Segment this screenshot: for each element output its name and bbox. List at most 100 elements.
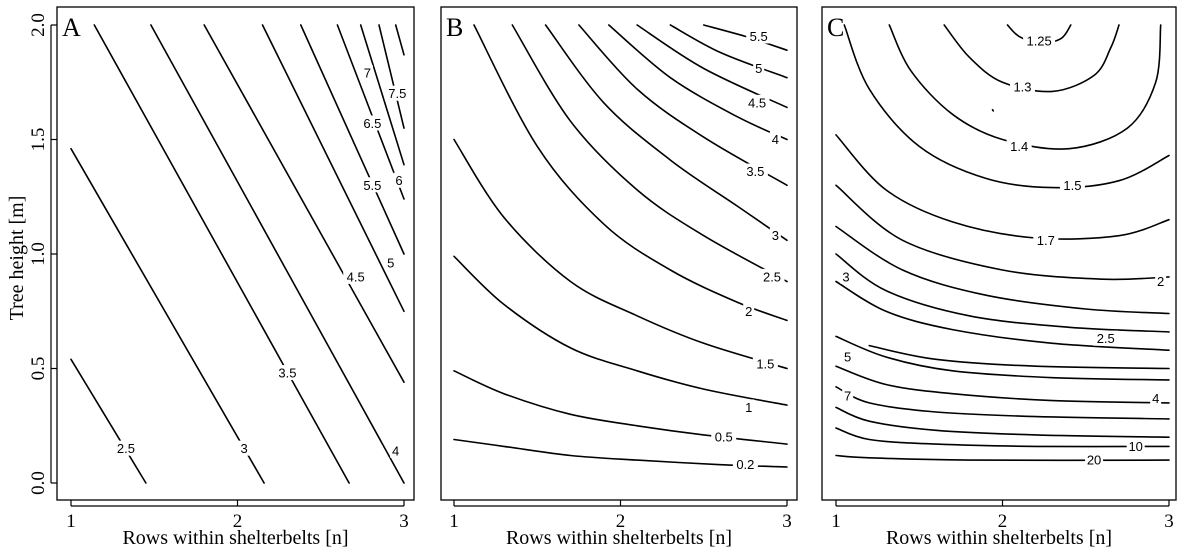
contour-line-7-5 bbox=[394, 24, 405, 56]
contour-label-text: 5 bbox=[844, 350, 851, 365]
contour-label: 1 bbox=[743, 399, 755, 415]
contour-label-text: 6.5 bbox=[363, 116, 381, 131]
y-tick-label: 0.5 bbox=[28, 357, 49, 381]
contour-line-20 bbox=[835, 454, 1170, 462]
contour-label-text: 3.5 bbox=[746, 164, 764, 179]
contour-label: 7 bbox=[842, 387, 854, 403]
contour-label: 6 bbox=[393, 172, 405, 188]
contour-label-text: 0.5 bbox=[715, 430, 733, 445]
contour-label-text: 5 bbox=[755, 61, 762, 76]
panel-a: 2.5 3 3.5 4 4.5 5 5.5 6 6.5 7 7.5 A 1 2 3 Rows within s… bbox=[28, 6, 415, 549]
contour-label: 3 bbox=[769, 227, 781, 243]
x-tick-label: 2 bbox=[616, 511, 626, 532]
contour-line-4 bbox=[868, 344, 1170, 370]
contour-label: 5 bbox=[385, 255, 397, 271]
contour-label: 4.5 bbox=[343, 268, 369, 284]
contour-line-4-5 bbox=[203, 24, 405, 383]
contour-lines bbox=[835, 24, 1170, 462]
contour-label: 6.5 bbox=[359, 115, 385, 131]
contour-label: 2 bbox=[1155, 273, 1167, 289]
contour-label-text: 3 bbox=[842, 269, 849, 284]
contour-label: 1.7 bbox=[1033, 232, 1059, 248]
contour-label-text: 1 bbox=[745, 400, 752, 415]
contour-label: 4 bbox=[769, 131, 781, 147]
x-axis: 1 2 3 bbox=[449, 500, 792, 532]
panel-c: 20 10 7 5 4 3 2.5 2 1.7 1.5 1.4 1.3 1.25 C 1 2 3 Rows wit… bbox=[821, 6, 1177, 549]
contour-label: 3 bbox=[840, 268, 852, 284]
contour-line-0-2 bbox=[453, 438, 788, 468]
x-axis-title: Rows within shelterbelts [n] bbox=[886, 527, 1112, 549]
contour-label: 7.5 bbox=[384, 85, 410, 101]
contour-label-text: 4.5 bbox=[347, 269, 365, 284]
contour-label-text: 2.5 bbox=[763, 269, 781, 284]
contour-label: 4.5 bbox=[744, 94, 770, 110]
x-tick-label: 3 bbox=[782, 511, 792, 532]
contour-line-3 bbox=[70, 147, 265, 484]
contour-label: 3.5 bbox=[274, 365, 300, 381]
contour-label: 1.25 bbox=[1023, 33, 1056, 49]
x-axis: 1 2 3 bbox=[831, 500, 1174, 532]
contour-label: 2.5 bbox=[1093, 330, 1119, 346]
contour-label: 0.5 bbox=[711, 429, 737, 445]
contour-label: 3.5 bbox=[742, 163, 768, 179]
contour-lines bbox=[453, 24, 788, 468]
panel-letter: B bbox=[446, 13, 463, 42]
contour-line-5-5 bbox=[703, 24, 788, 51]
contour-line-1-5 bbox=[843, 24, 1170, 189]
x-tick-label: 1 bbox=[831, 511, 841, 532]
contour-label-text: 10 bbox=[1128, 439, 1142, 454]
contour-line-unlabeled bbox=[991, 108, 995, 112]
contour-line-3 bbox=[544, 24, 788, 242]
contour-line-3-5 bbox=[93, 24, 350, 484]
y-tick-label: 1.5 bbox=[28, 128, 49, 152]
contour-line-3 bbox=[835, 253, 1170, 333]
contour-label: 2.5 bbox=[113, 440, 139, 456]
contour-label-text: 1.5 bbox=[1063, 178, 1081, 193]
x-axis-title: Rows within shelterbelts [n] bbox=[122, 527, 348, 549]
contour-line-1-3 bbox=[943, 24, 1120, 93]
x-tick-label: 1 bbox=[449, 511, 459, 532]
contour-label: 2.5 bbox=[759, 268, 785, 284]
contour-label-text: 4.5 bbox=[748, 95, 766, 110]
contour-line-6 bbox=[336, 24, 405, 200]
contour-label: 4 bbox=[390, 442, 402, 458]
contour-label: 5 bbox=[842, 349, 854, 365]
contour-line-0-5 bbox=[453, 370, 788, 445]
contour-label-text: 1.5 bbox=[756, 356, 774, 371]
contour-label-text: 3.5 bbox=[278, 366, 296, 381]
contour-line-5 bbox=[261, 24, 405, 313]
contour-label: 7 bbox=[361, 65, 373, 81]
panel-letter: A bbox=[62, 13, 81, 42]
contour-label-text: 7 bbox=[844, 388, 851, 403]
contour-label-text: 1.25 bbox=[1026, 34, 1051, 49]
contour-line-10 bbox=[835, 427, 1170, 448]
contour-label-text: 5.5 bbox=[750, 29, 768, 44]
contour-line-5-5 bbox=[300, 24, 405, 255]
y-tick-label: 2.0 bbox=[28, 13, 49, 37]
contour-label-text: 1.7 bbox=[1037, 233, 1055, 248]
contour-line-2 bbox=[473, 24, 788, 322]
contour-label: 2 bbox=[743, 303, 755, 319]
panel-frame bbox=[821, 6, 1177, 501]
y-axis: 0.0 0.5 1.0 1.5 2.0 bbox=[28, 13, 57, 495]
contour-line-7 bbox=[835, 386, 1170, 420]
contour-label-text: 4 bbox=[392, 443, 399, 458]
y-axis-title: Tree height [m] bbox=[6, 196, 28, 321]
contour-label: 0.2 bbox=[732, 456, 758, 472]
x-axis: 1 2 3 bbox=[66, 500, 409, 532]
contour-label-text: 2.5 bbox=[1097, 331, 1115, 346]
panel-frame bbox=[440, 6, 798, 501]
contour-label-text: 4 bbox=[1152, 391, 1159, 406]
contour-label: 1.4 bbox=[1006, 138, 1032, 154]
contour-label: 1.5 bbox=[1059, 177, 1085, 193]
contour-line-5 bbox=[669, 24, 788, 79]
contour-label-text: 7.5 bbox=[388, 86, 406, 101]
contour-line-2-5 bbox=[835, 225, 1170, 315]
contour-label-text: 3 bbox=[772, 228, 779, 243]
contour-label-text: 7 bbox=[364, 66, 371, 81]
contour-line-7 bbox=[378, 24, 405, 129]
x-tick-label: 1 bbox=[66, 511, 76, 532]
contour-label-text: 3 bbox=[241, 441, 248, 456]
